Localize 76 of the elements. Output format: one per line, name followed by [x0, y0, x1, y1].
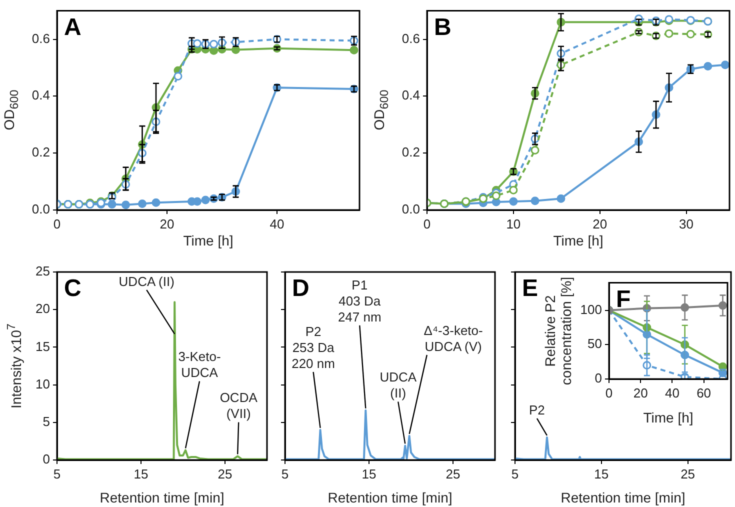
y-tick-label: 0.0 — [402, 202, 420, 217]
x-tick-label: 20 — [160, 216, 174, 232]
x-tick-label: 40 — [270, 216, 284, 232]
point — [210, 40, 218, 48]
annotation: P1 403 Da 247 nm — [338, 277, 382, 324]
point — [686, 30, 695, 38]
y-tick-label: 20 — [36, 301, 50, 316]
point — [193, 39, 202, 48]
point — [174, 72, 182, 80]
x-axis-title: Time [h] — [553, 232, 604, 248]
x-tick-label: 60 — [696, 385, 712, 400]
x-axis-title: Time [h] — [643, 409, 694, 426]
x-tick-label: 15 — [134, 466, 148, 482]
y-tick-label: 50 — [588, 336, 602, 352]
x-tick-label: 25 — [446, 466, 460, 482]
x-tick-label: 0 — [53, 216, 61, 232]
x-axis-title: Retention time [min] — [100, 489, 224, 506]
y-axis-title: Relative P2 concentration [%] — [542, 276, 574, 385]
x-axis-title: Retention time [min] — [328, 489, 452, 506]
x-axis-title: Time [h] — [183, 232, 234, 248]
y-tick-label: 0.0 — [32, 202, 50, 217]
point — [108, 200, 116, 209]
point — [704, 62, 712, 71]
chart-title: C — [64, 275, 82, 302]
annotation: P2 — [529, 402, 545, 418]
point — [509, 186, 518, 194]
chart-title: A — [64, 14, 82, 41]
chart-title: E — [522, 275, 538, 302]
chart-title: D — [292, 275, 310, 302]
point — [122, 200, 130, 210]
point — [509, 197, 518, 206]
point — [530, 146, 540, 154]
x-tick-label: 15 — [362, 466, 376, 482]
y-tick-label: 0.4 — [402, 88, 420, 103]
point — [720, 60, 730, 70]
y-tick-label: 0.6 — [402, 30, 420, 46]
annotation: UDCA (II) — [380, 370, 417, 401]
point — [232, 46, 240, 54]
point — [556, 194, 566, 203]
point — [350, 46, 358, 54]
y-tick-label: 5 — [42, 414, 50, 429]
x-tick-label: 40 — [664, 385, 680, 400]
point — [210, 46, 218, 55]
point — [138, 199, 146, 208]
chart-title: B — [434, 14, 452, 41]
point — [530, 196, 540, 206]
x-tick-label: 25 — [218, 466, 232, 482]
y-tick-label: 0.2 — [32, 144, 50, 160]
y-tick-label: 0.4 — [32, 88, 50, 103]
y-tick-label: 0 — [594, 370, 602, 386]
x-tick-label: 10 — [506, 216, 521, 232]
point — [664, 29, 674, 38]
x-tick-label: 20 — [633, 385, 648, 400]
y-tick-label: 0.6 — [32, 30, 50, 46]
annotation: UDCA (II) — [118, 274, 174, 289]
y-tick-label: 0.2 — [402, 144, 420, 160]
x-tick-label: 5 — [53, 466, 61, 482]
point — [201, 196, 210, 204]
x-tick-label: 5 — [281, 466, 289, 482]
x-tick-label: 30 — [679, 216, 694, 232]
annotation: P2 253 Da 220 nm — [292, 324, 336, 371]
y-tick-label: 15 — [36, 338, 50, 354]
point — [492, 192, 500, 200]
y-tick-label: 25 — [36, 264, 50, 279]
y-tick-label: 100 — [580, 302, 602, 317]
annotation: 3-Keto- UDCA — [178, 349, 221, 380]
x-tick-label: 0 — [605, 385, 613, 400]
x-axis-title: Retention time [min] — [560, 489, 686, 506]
annotation: OCDA (VII) — [220, 390, 258, 422]
x-tick-label: 25 — [680, 466, 696, 482]
point — [152, 198, 160, 207]
x-tick-label: 0 — [423, 216, 431, 232]
chart-title: F — [616, 286, 631, 313]
y-tick-label: 0 — [42, 452, 50, 467]
annotation: Δ⁴-3-keto- UDCA (V) — [424, 322, 483, 354]
x-tick-label: 5 — [511, 466, 519, 482]
